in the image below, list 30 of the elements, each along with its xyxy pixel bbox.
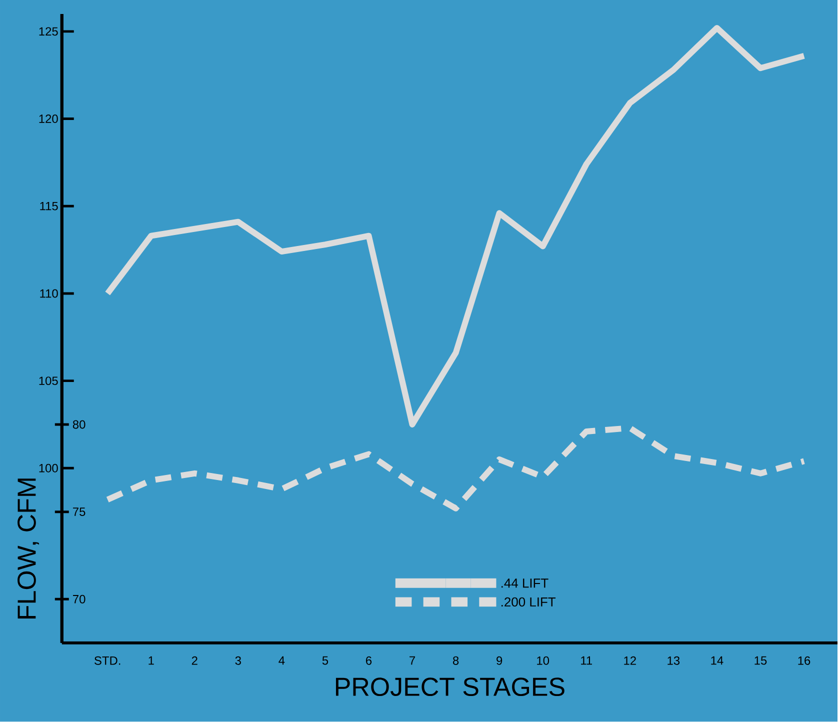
- x-tick-label: 15: [754, 656, 767, 665]
- x-tick-label: STD.: [94, 656, 120, 665]
- x-tick-label: 4: [278, 656, 285, 665]
- legend-label: .44 LIFT: [502, 578, 548, 588]
- y-tick-label: 110: [40, 289, 58, 298]
- x-tick-label: 9: [496, 656, 502, 665]
- y-tick-label: 115: [40, 202, 58, 210]
- x-tick-label: 13: [668, 656, 680, 665]
- x-axis-title: PROJECT STAGES: [336, 678, 564, 696]
- y-tick-label: 100: [39, 464, 58, 473]
- x-tick-label: 16: [798, 656, 810, 665]
- x-tick-label: 6: [366, 656, 372, 665]
- x-tick-label: 3: [235, 656, 241, 665]
- x-tick-label: 1: [148, 656, 154, 665]
- x-tick-label: 8: [452, 656, 459, 665]
- x-tick-label: 5: [322, 656, 328, 665]
- y2-tick-label: 70: [73, 595, 86, 604]
- x-tick-label: 12: [624, 656, 636, 665]
- x-tick-label: 2: [192, 656, 198, 665]
- x-tick-label: 10: [537, 656, 550, 665]
- y-tick-label: 120: [39, 114, 58, 124]
- legend-label: .200 LIFT: [502, 598, 556, 607]
- x-tick-label: 11: [581, 656, 592, 665]
- x-tick-label: 7: [410, 656, 415, 665]
- y2-tick-label: 80: [72, 420, 86, 429]
- y2-tick-label: 75: [73, 508, 86, 516]
- y-tick-label: 125: [39, 27, 58, 36]
- y-tick-label: 105: [39, 376, 58, 386]
- x-tick-label: 14: [711, 656, 724, 665]
- y-axis-title: FLOW, CFM: [18, 478, 39, 619]
